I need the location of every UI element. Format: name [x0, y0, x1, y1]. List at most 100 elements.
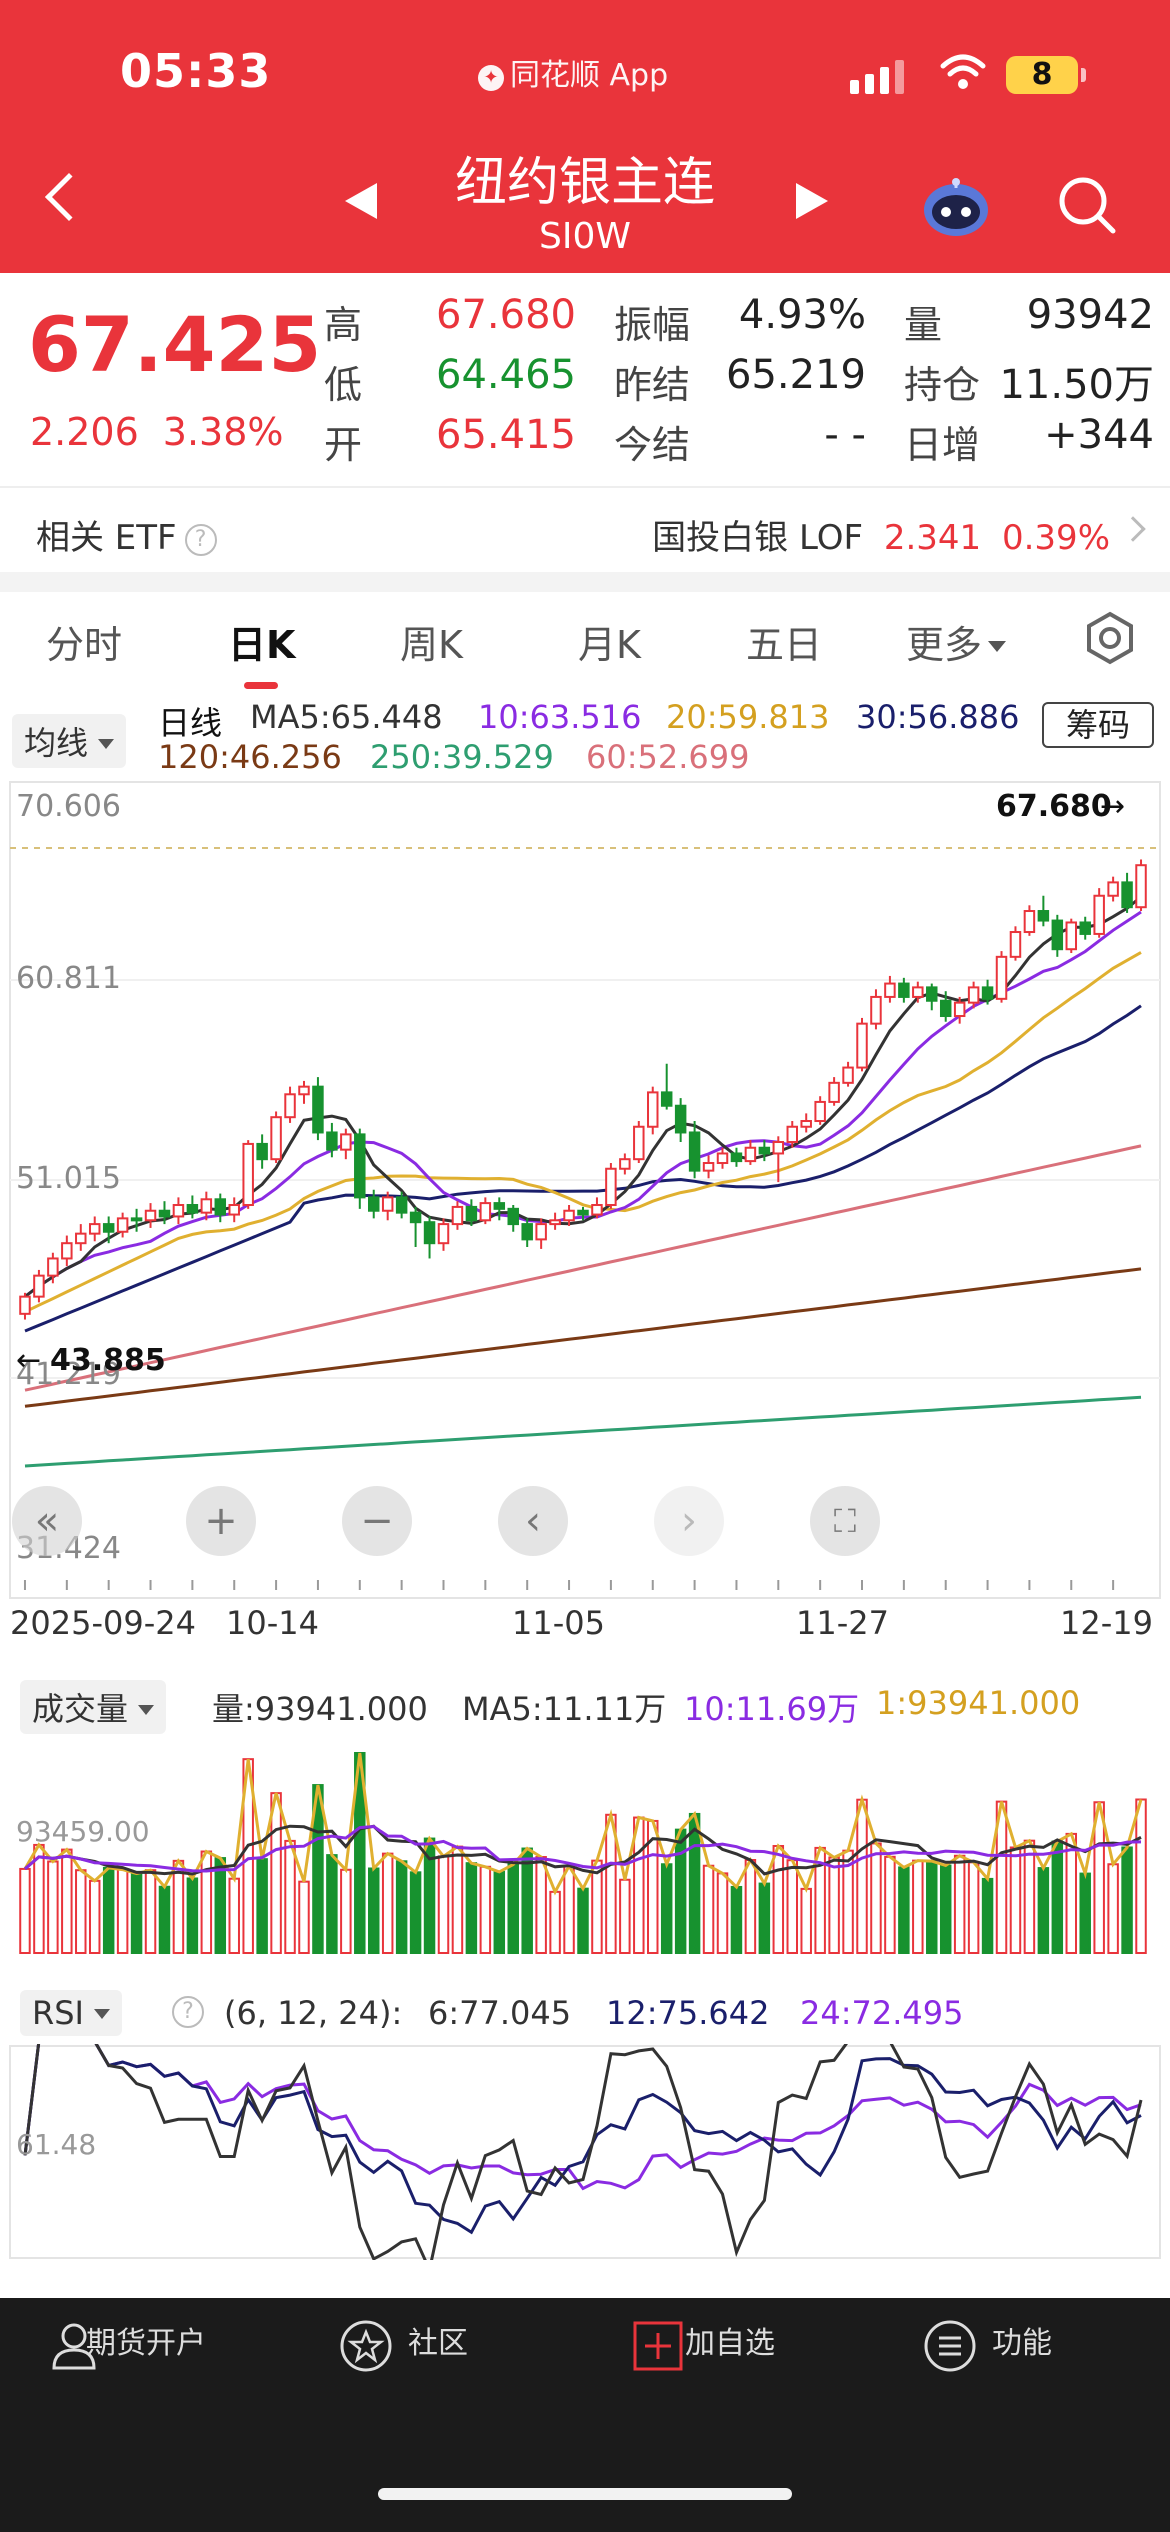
volume-bar — [563, 1864, 575, 1955]
page-title: 纽约银主连 — [454, 153, 715, 213]
ma250-value: 250:39.529 — [370, 738, 554, 776]
tab-weekly-k[interactable]: 周K — [400, 623, 463, 667]
tab-five-day[interactable]: 五日 — [746, 623, 823, 667]
volume-bar — [102, 1866, 115, 1954]
volume-bar — [688, 1812, 701, 1954]
candle — [549, 1212, 561, 1230]
nav-add-favorite[interactable]: 加自选 — [630, 2318, 830, 2371]
candle — [130, 1208, 143, 1232]
scroll-right-button[interactable]: › — [654, 1486, 724, 1556]
volume-bar — [967, 1861, 980, 1954]
volume-bar — [326, 1854, 338, 1954]
candle — [758, 1140, 771, 1162]
fullscreen-button[interactable]: ⛶ — [810, 1486, 880, 1556]
y-tick-top: 70.606 — [16, 789, 121, 824]
menu-icon — [924, 2320, 976, 2372]
low-marker-arrow: ← — [16, 1343, 41, 1378]
scroll-left-button[interactable]: ‹ — [498, 1486, 568, 1556]
zoom-in-button[interactable]: + — [186, 1486, 256, 1556]
volume-bar — [772, 1844, 785, 1954]
amplitude-label: 振幅 — [614, 303, 691, 347]
ma-line-label: 日线 — [158, 704, 223, 742]
volume-ma10: 10:11.69万 — [684, 1690, 860, 1728]
volume-bar — [1023, 1839, 1036, 1954]
volume-bar — [898, 1866, 910, 1954]
candle — [270, 1111, 282, 1164]
ma10-line — [24, 910, 1142, 1298]
volume-ma10-line — [24, 1824, 1142, 1873]
volume-bar — [1009, 1846, 1022, 1954]
candle — [1079, 916, 1091, 940]
rsi-selector[interactable]: RSI — [20, 1990, 122, 2036]
chip-distribution-button[interactable]: 筹码 — [1042, 702, 1154, 748]
nav-futures-account[interactable]: 期货开户 — [46, 2318, 246, 2370]
volume-selector[interactable]: 成交量 — [20, 1680, 167, 1734]
candle — [995, 951, 1008, 1003]
candle — [926, 983, 938, 1011]
wifi-icon — [940, 54, 986, 89]
help-icon[interactable]: ? — [184, 524, 217, 556]
volume-line — [23, 1752, 1143, 1896]
ma120-value: 120:46.256 — [158, 738, 342, 776]
candle — [298, 1080, 310, 1104]
ma30-value: 30:56.886 — [856, 698, 1020, 736]
volume-label: 量 — [904, 303, 943, 347]
candle — [730, 1147, 743, 1167]
candlestick-chart[interactable]: 70.606 60.811 51.015 41.219 31.424 67.68… — [0, 780, 1170, 1600]
volume-bar — [953, 1854, 966, 1954]
prev-settle-label: 昨结 — [614, 363, 691, 407]
search-icon[interactable] — [1056, 174, 1118, 236]
battery-indicator: 8 — [1006, 56, 1086, 94]
low-value: 64.465 — [436, 352, 576, 398]
candle — [981, 979, 994, 1005]
volume-bar — [479, 1865, 492, 1955]
back-icon[interactable] — [44, 172, 94, 222]
prev-contract-icon[interactable] — [345, 183, 377, 219]
zoom-out-button[interactable]: − — [342, 1486, 412, 1556]
app-header: 05:33 ✦ 同花顺 App 8 纽约银主连 SI0W — [0, 0, 1170, 273]
ma60-line — [24, 1144, 1142, 1392]
rsi-help-icon[interactable]: ? — [172, 1996, 204, 2028]
indicator-selector[interactable]: 均线 — [12, 714, 127, 768]
nav-community[interactable]: 社区 — [338, 2318, 538, 2372]
tab-daily-k[interactable]: 日K — [228, 623, 296, 667]
related-etf-row[interactable]: 相关 ETF? 国投白银 LOF 2.341 0.39% — [0, 490, 1170, 572]
status-time: 05:33 — [120, 44, 272, 98]
candle — [772, 1136, 785, 1183]
tab-more[interactable]: 更多 — [906, 614, 1007, 669]
prev-settle-value: 65.219 — [726, 352, 866, 398]
tab-intraday[interactable]: 分时 — [46, 623, 123, 667]
volume-bar — [619, 1878, 631, 1954]
candle — [102, 1216, 115, 1244]
low-label: 低 — [324, 363, 363, 407]
next-contract-icon[interactable] — [796, 183, 828, 219]
nav-label: 期货开户 — [86, 2326, 206, 2361]
robot-assistant-icon[interactable] — [920, 176, 992, 238]
volume-chart[interactable]: 93459.00 — [0, 1735, 1170, 1955]
volume-bar — [591, 1859, 603, 1954]
volume-bar — [884, 1855, 896, 1954]
volume-bar — [158, 1885, 171, 1954]
candle — [88, 1216, 101, 1242]
scroll-start-button[interactable]: « — [12, 1486, 82, 1556]
nav-functions[interactable]: 功能 — [922, 2318, 1122, 2372]
volume-last: 1:93941.000 — [876, 1684, 1081, 1722]
x-tick-0: 2025-09-24 — [10, 1604, 196, 1642]
candle — [409, 1206, 422, 1248]
candle — [967, 981, 980, 1009]
volume-bar — [939, 1864, 952, 1954]
bottom-navigation: 期货开户 社区 加自选 功能 — [0, 2298, 1170, 2532]
volume-ma5: MA5:11.11万 — [462, 1690, 667, 1728]
ma20-line — [24, 951, 1142, 1314]
ma5-value: MA5:65.448 — [250, 698, 443, 736]
tab-monthly-k[interactable]: 月K — [578, 623, 641, 667]
candle — [828, 1077, 840, 1106]
candle — [256, 1134, 268, 1169]
nav-label: 加自选 — [685, 2326, 775, 2361]
rsi-chart[interactable]: 61.48 — [0, 2044, 1170, 2260]
chevron-down-icon — [98, 739, 115, 749]
volume-bar — [144, 1869, 157, 1954]
settings-icon[interactable] — [1082, 610, 1138, 666]
candle — [493, 1197, 506, 1221]
settle-label: 今结 — [614, 423, 691, 467]
